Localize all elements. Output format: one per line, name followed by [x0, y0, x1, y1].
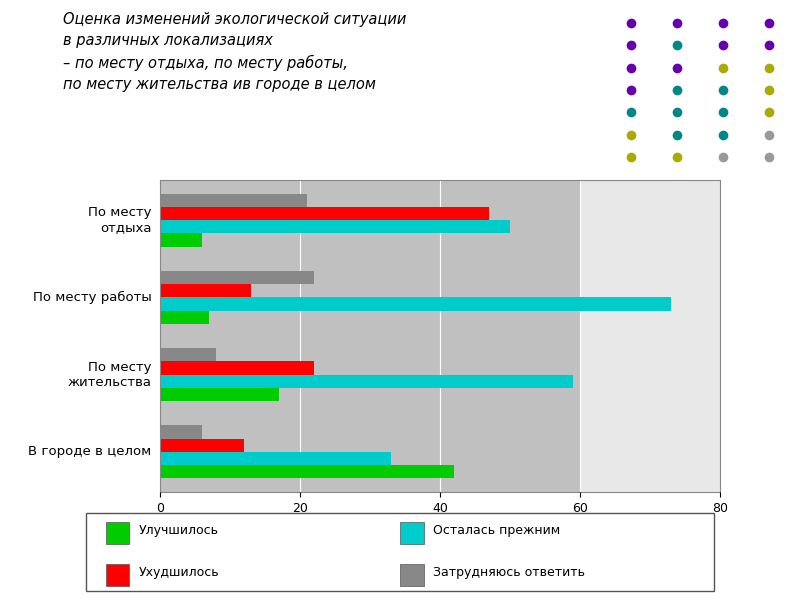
Bar [160, 194, 307, 207]
Bar [160, 284, 251, 298]
Bar [160, 388, 279, 401]
FancyBboxPatch shape [86, 512, 714, 592]
Bar [160, 374, 573, 388]
FancyBboxPatch shape [400, 564, 424, 586]
Bar [160, 233, 202, 247]
Bar [160, 311, 209, 323]
FancyBboxPatch shape [400, 522, 424, 544]
FancyBboxPatch shape [106, 522, 130, 544]
Bar [160, 465, 454, 478]
Bar [160, 271, 314, 284]
Bar [580, 180, 720, 492]
Bar [160, 439, 244, 452]
FancyBboxPatch shape [106, 564, 130, 586]
Bar [160, 349, 216, 361]
Bar [160, 298, 671, 311]
Bar [160, 452, 391, 465]
Text: Оценка изменений экологической ситуации
в различных локализациях
– по месту отды: Оценка изменений экологической ситуации … [62, 12, 406, 92]
Text: Затрудняюсь ответить: Затрудняюсь ответить [434, 566, 586, 578]
Text: Ухудшилось: Ухудшилось [139, 566, 219, 578]
Bar [160, 220, 510, 233]
Bar [160, 425, 202, 439]
Bar [160, 361, 314, 374]
Text: Осталась прежним: Осталась прежним [434, 524, 561, 536]
Text: Улучшилось: Улучшилось [139, 524, 219, 536]
Bar [160, 207, 489, 220]
